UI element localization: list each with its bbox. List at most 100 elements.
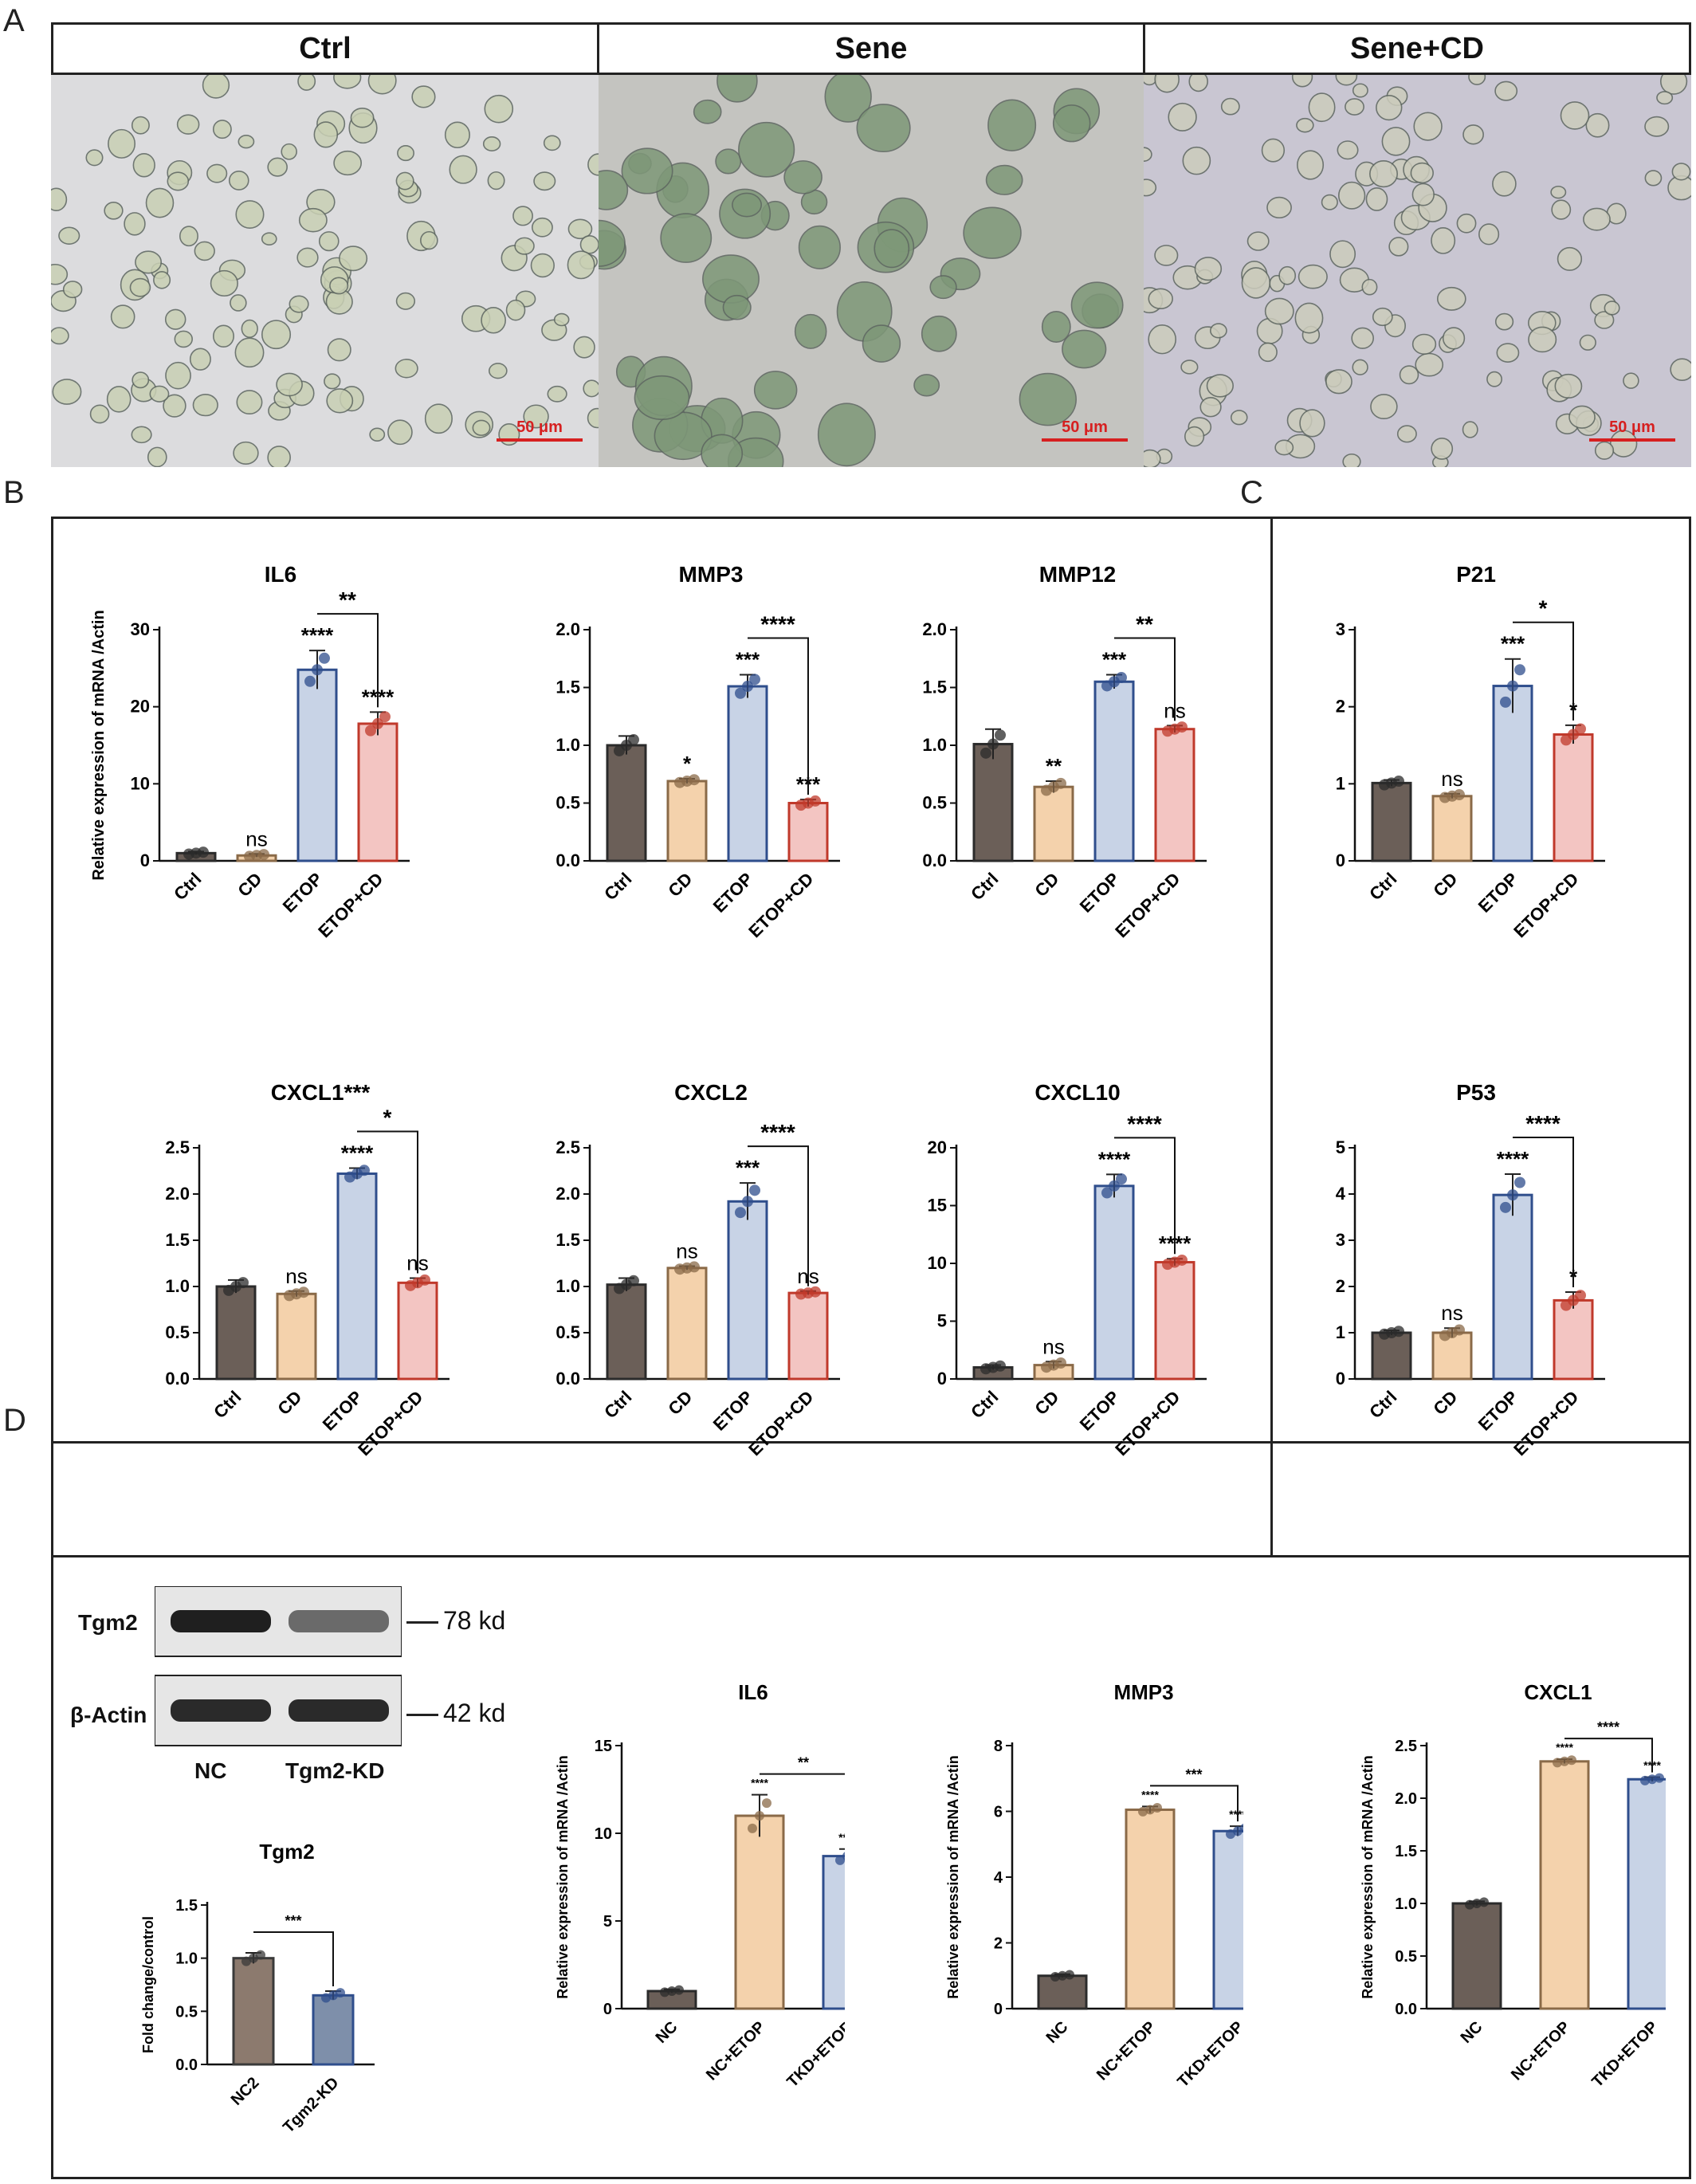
cell-mark (1656, 91, 1674, 105)
data-point (1560, 1756, 1569, 1766)
x-tick-label: NC+ETOP (703, 2018, 768, 2084)
data-point (1514, 1176, 1525, 1188)
blot-lane-tgm2-kd: Tgm2-KD (285, 1758, 385, 1783)
significance-label: *** (1102, 648, 1127, 672)
data-point (1233, 1826, 1243, 1836)
x-tick-label: Ctrl (600, 1387, 635, 1422)
chart-il6: IL6 Relative expression of mRNA /Actin 0 10… (90, 562, 410, 941)
cell-mark (715, 148, 742, 175)
cell-mark (701, 434, 744, 467)
micrograph-ctrl: 50 μm (51, 75, 599, 467)
x-tick-label: CD (234, 869, 265, 901)
data-point (241, 1956, 251, 1966)
cell-mark (753, 371, 798, 410)
micrograph-image: 50 μm (599, 75, 1144, 467)
cell-mark (192, 394, 218, 417)
bar (357, 722, 398, 862)
x-tick-label: Ctrl (967, 1387, 1002, 1422)
x-tick-label: ETOP (1076, 869, 1124, 917)
western-blot-image (155, 1586, 402, 1746)
data-point (359, 1165, 370, 1176)
cell-mark (1206, 374, 1234, 398)
cell-mark (104, 201, 124, 220)
y-tick-label: 0 (603, 2001, 612, 2018)
cell-mark (1415, 352, 1444, 377)
y-tick-label: 0.5 (556, 793, 580, 813)
data-point (1507, 680, 1518, 692)
cell-mark (411, 85, 436, 108)
cell-mark (738, 121, 795, 178)
data-point (1567, 1755, 1576, 1766)
bar (734, 1814, 785, 2010)
cell-mark (367, 75, 397, 95)
cell-mark (1372, 307, 1393, 327)
bar (336, 1172, 378, 1381)
cell-mark (131, 426, 152, 444)
data-point (674, 1985, 684, 1995)
micrograph-image: 50 μm (1144, 75, 1691, 467)
data-point (842, 1852, 845, 1860)
x-tick-label: TKD+ETOP (783, 2018, 845, 2091)
cell-mark (1329, 240, 1356, 269)
data-point (256, 1950, 265, 1960)
y-tick-label: 2.5 (556, 1137, 580, 1157)
y-tick-label: 1.5 (922, 678, 947, 697)
panel-bc-frame (51, 517, 1691, 1557)
cell-mark (1568, 405, 1596, 429)
cell-mark (567, 250, 595, 280)
cell-mark (210, 269, 238, 297)
y-tick-label: 10 (131, 773, 150, 793)
bar (972, 743, 1014, 862)
y-tick-label: 2 (994, 1935, 1003, 1953)
chart-mmp12: MMP120.00.51.01.52.0Ctrl**CD***ETOPnsETO… (922, 562, 1207, 941)
blot-band (171, 1699, 271, 1722)
cell-mark (212, 120, 232, 139)
data-point (735, 687, 746, 699)
data-point (319, 652, 330, 664)
panel-label-c: C (1240, 475, 1263, 510)
significance-label: ns (1441, 767, 1462, 791)
y-tick-label: 1.0 (1395, 1895, 1417, 1913)
cell-mark (1462, 421, 1478, 438)
cell-mark (324, 373, 341, 390)
data-point (298, 1286, 309, 1298)
axis-label-y: Relative expression of mRNA /Actin (555, 1755, 571, 1998)
bar (232, 1957, 275, 2066)
cell-mark (395, 171, 414, 191)
y-tick-label: 1.5 (165, 1230, 190, 1250)
significance-label: ns (245, 827, 267, 850)
data-point (1500, 1201, 1511, 1213)
cell-mark (1410, 162, 1434, 184)
cell-mark (654, 411, 713, 461)
y-tick-label: 5 (937, 1311, 947, 1331)
data-point (742, 1196, 753, 1208)
y-tick-label: 10 (595, 1825, 612, 1843)
bar (1093, 1184, 1135, 1381)
bracket-label: **** (1597, 1719, 1619, 1735)
cell-mark (1376, 95, 1403, 121)
cell-mark (963, 206, 1022, 259)
x-tick-label: NC+ETOP (1508, 2018, 1573, 2084)
cell-mark (1070, 281, 1124, 329)
data-point (689, 1261, 700, 1273)
significance-label: **** (1229, 1808, 1243, 1821)
bar (1371, 781, 1412, 862)
cell-mark (1246, 231, 1270, 251)
bar (822, 1855, 845, 2010)
blot-label-tgm2: Tgm2 (78, 1610, 138, 1635)
cell-mark (913, 374, 940, 397)
cell-mark (327, 338, 351, 362)
data-point (1454, 1324, 1465, 1336)
bar (787, 1291, 829, 1381)
bar (1154, 1261, 1195, 1381)
significance-label: * (683, 752, 692, 776)
cell-mark (1144, 449, 1161, 467)
cell-mark (693, 99, 722, 124)
blot-size-78kd: 78 kd (443, 1606, 506, 1635)
cell-mark (202, 75, 230, 99)
y-tick-label: 0.5 (922, 793, 947, 813)
y-tick-label: 0.0 (175, 2056, 198, 2074)
cell-mark (124, 212, 146, 236)
x-tick-label: Tgm2-KD (280, 2074, 342, 2136)
cell-mark (1585, 112, 1610, 138)
